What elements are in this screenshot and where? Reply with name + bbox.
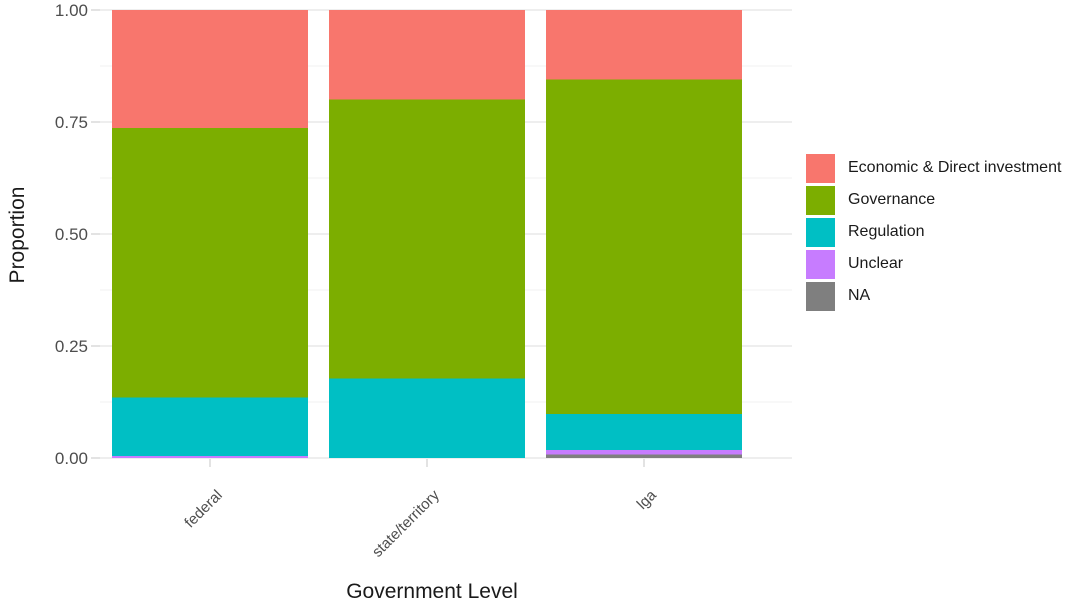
legend-item-label: Regulation [848, 223, 925, 240]
bar-segment [329, 99, 525, 379]
bar-segment [112, 455, 308, 458]
legend: Economic & Direct investment Governance Re… [806, 152, 1061, 312]
legend-item: Regulation [806, 216, 1061, 248]
legend-item: Economic & Direct investment [806, 152, 1061, 184]
bar-segment [112, 127, 308, 398]
y-tick-label: 0.25 [55, 337, 88, 356]
x-tick-label: lga [634, 486, 661, 513]
bar-segment [112, 397, 308, 456]
x-tick-label: federal [181, 487, 225, 531]
y-tick-label: 0.50 [55, 225, 88, 244]
bars [112, 10, 742, 458]
bar-segment [112, 10, 308, 128]
x-tick-label: state/territory [369, 486, 443, 560]
bar-segment [546, 454, 742, 458]
bar-segment [546, 449, 742, 455]
legend-item-label: Governance [848, 191, 936, 208]
y-tick-label: 0.75 [55, 113, 88, 132]
y-tick-label: 0.00 [55, 449, 88, 468]
legend-item-label: NA [848, 287, 871, 304]
legend-item-label: Economic & Direct investment [848, 159, 1062, 176]
bar-segment [546, 414, 742, 450]
legend-item: Governance [806, 184, 1061, 216]
bar-segment [546, 79, 742, 415]
y-axis-title: Proportion [6, 187, 29, 284]
bar-segment [546, 10, 742, 80]
legend-item-label: Unclear [848, 255, 904, 272]
legend-item: NA [806, 280, 1061, 312]
legend-item: Unclear [806, 248, 1061, 280]
legend-color-swatch [806, 249, 835, 279]
y-tick-label: 1.00 [55, 1, 88, 20]
bar-segment [329, 378, 525, 458]
legend-color-swatch [806, 217, 835, 247]
x-axis-title: Government Level [346, 580, 518, 603]
legend-color-swatch [806, 153, 835, 183]
legend-color-swatch [806, 281, 835, 311]
legend-color-swatch [806, 185, 835, 215]
bar-segment [329, 10, 525, 100]
